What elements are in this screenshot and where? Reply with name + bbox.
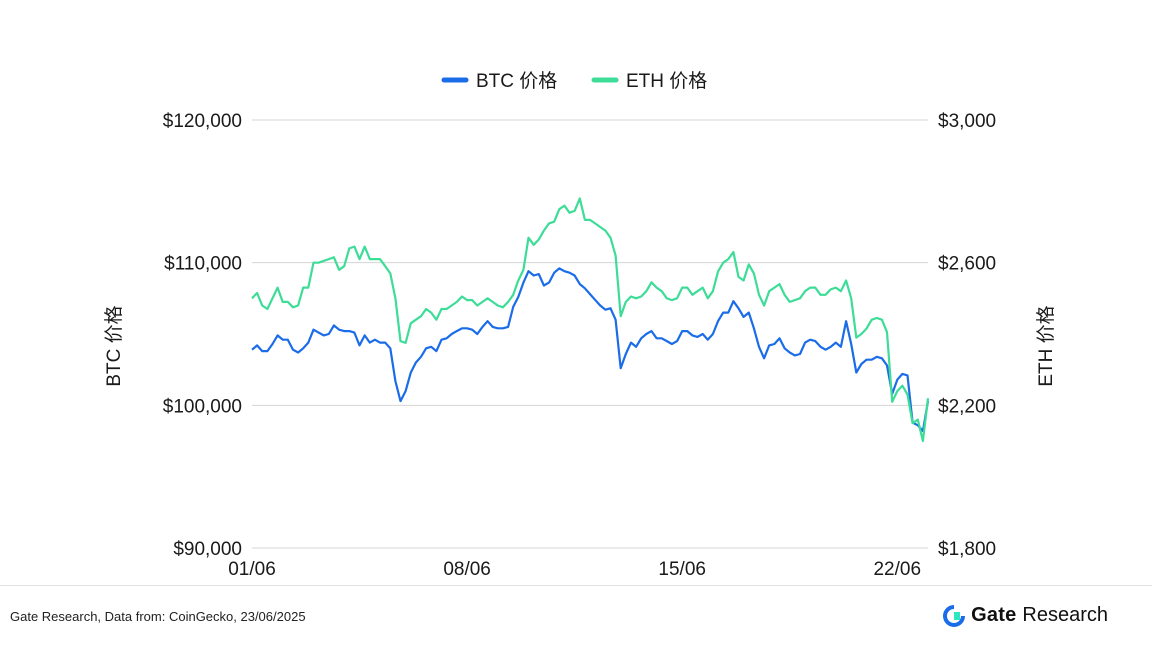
date-tick-label: 15/06 <box>658 559 706 580</box>
date-axis-ticks: 01/06 08/06 15/06 22/06 <box>228 559 921 580</box>
grid-lines <box>252 119 928 549</box>
brand-logo: Gate Research <box>943 604 1108 627</box>
series-lines <box>251 197 930 443</box>
btc-tick-label: $110,000 <box>164 254 242 275</box>
btc-axis-ticks: $90,000 $100,000 $110,000 $120,000 <box>163 111 242 560</box>
legend: BTC 价格 ETH 价格 <box>441 70 707 92</box>
source-note: Gate Research, Data from: CoinGecko, 23/… <box>10 609 306 624</box>
btc-tick-label: $120,000 <box>163 111 242 132</box>
eth-tick-label: $2,600 <box>938 254 996 275</box>
date-tick-label: 22/06 <box>873 559 921 580</box>
eth-price-line <box>251 197 930 443</box>
gate-logo-icon <box>943 604 966 627</box>
brand-sub: Research <box>1022 604 1108 626</box>
btc-price-line <box>251 267 930 433</box>
price-chart: BTC 价格 ETH 价格 $90,000 $100,000 $110,000 $120… <box>103 70 1057 580</box>
eth-tick-label: $3,000 <box>938 111 996 132</box>
eth-axis-ticks: $1,800 $2,200 $2,600 $3,000 <box>938 111 996 560</box>
eth-axis-title: ETH 价格 <box>1035 305 1057 386</box>
eth-tick-label: $1,800 <box>938 539 996 560</box>
btc-tick-label: $100,000 <box>163 396 242 417</box>
eth-tick-label: $2,200 <box>938 396 996 417</box>
eth-legend-label: ETH 价格 <box>626 70 707 92</box>
footer-divider <box>0 585 1152 586</box>
date-tick-label: 08/06 <box>443 559 491 580</box>
btc-axis-title: BTC 价格 <box>103 305 125 386</box>
btc-tick-label: $90,000 <box>173 539 242 560</box>
brand-name: Gate <box>971 604 1017 626</box>
date-tick-label: 01/06 <box>228 559 276 580</box>
btc-legend-label: BTC 价格 <box>476 70 557 92</box>
